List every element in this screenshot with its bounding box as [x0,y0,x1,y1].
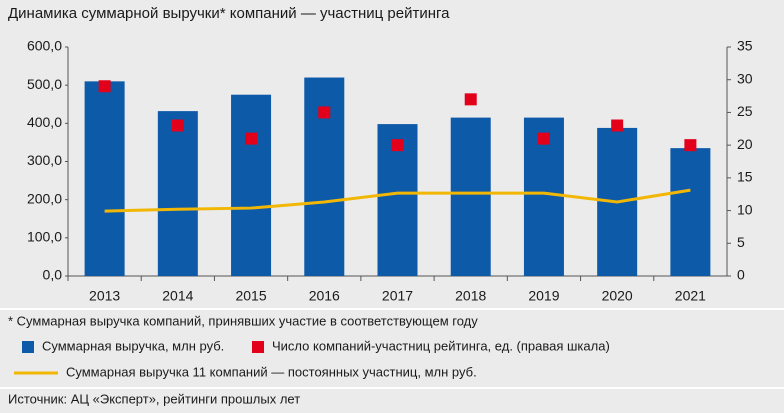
bar [84,81,125,276]
y2-tick-label: 10 [737,201,753,217]
line [104,188,691,213]
bar [231,94,272,276]
y-tick-label: 0,0 [43,267,63,283]
x-tick-label: 2021 [675,288,706,304]
y-tick-label: 100,0 [27,229,62,245]
y-tick-label: 200,0 [27,190,62,206]
y2-tick-label: 0 [737,267,745,283]
y-tick-label: 300,0 [27,152,62,168]
x-tick-label: 2019 [528,288,559,304]
marker [611,119,624,132]
bar [157,111,198,277]
marker [464,93,477,106]
x-tick-label: 2020 [602,288,633,304]
y2-tick-label: 15 [737,169,753,185]
marker [171,119,184,132]
source: Источник: АЦ «Эксперт», рейтинги прошлых… [8,391,300,406]
marker [98,80,111,93]
marker [684,139,697,152]
x-tick-label: 2014 [162,288,193,304]
legend-label: Число компаний-участниц рейтинга, ед. (п… [272,338,610,353]
y-tick-label: 600,0 [27,38,62,54]
legend-swatch [22,341,34,353]
y2-tick-label: 35 [737,38,753,54]
y2-tick-label: 5 [737,234,745,250]
x-tick-label: 2017 [382,288,413,304]
footnote: * Суммарная выручка компаний, принявших … [8,313,478,328]
legend-label: Суммарная выручка, млн руб. [42,338,224,353]
bar [670,148,711,276]
bar [450,117,491,276]
y-tick-label: 400,0 [27,114,62,130]
marker [245,132,258,145]
y2-tick-label: 20 [737,136,753,152]
y2-tick-label: 30 [737,70,753,86]
marker [318,106,331,119]
x-tick-label: 2018 [455,288,486,304]
x-tick-label: 2016 [309,288,340,304]
chart-title: Динамика суммарной выручки* компаний — у… [8,5,450,22]
marker [537,132,550,145]
x-tick-label: 2013 [89,288,120,304]
y-tick-label: 500,0 [27,76,62,92]
marker [391,139,404,152]
x-tick-label: 2015 [235,288,266,304]
y2-tick-label: 25 [737,103,753,119]
legend-label: Суммарная выручка 11 компаний — постоянн… [66,364,477,379]
legend-swatch [252,341,264,353]
